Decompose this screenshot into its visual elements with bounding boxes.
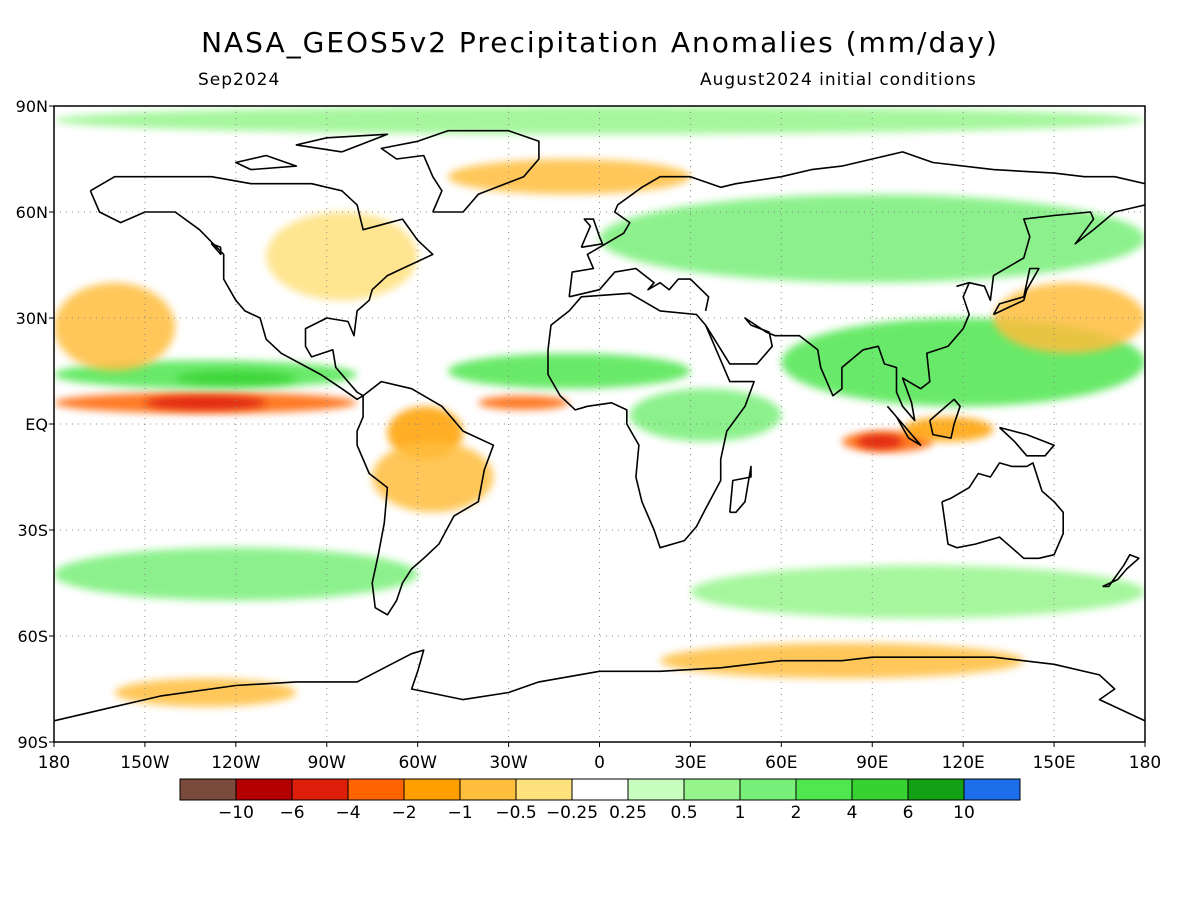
colorbar-swatch <box>571 778 629 801</box>
colorbar-label: −1 <box>447 803 472 823</box>
colorbar-label: 0.5 <box>670 803 697 823</box>
colorbar-label: −6 <box>279 803 304 823</box>
anomaly-region-1 <box>144 395 267 410</box>
anomaly-region-12 <box>993 282 1145 354</box>
anomaly-region-15 <box>902 416 994 442</box>
coastline-13 <box>998 426 1055 457</box>
lon-label: 0 <box>594 753 605 773</box>
colorbar-swatch <box>515 778 573 801</box>
colorbar-swatch <box>739 778 797 801</box>
colorbar-label: 4 <box>847 803 858 823</box>
anomaly-region-10 <box>629 388 782 442</box>
anomaly-region-18 <box>447 159 691 195</box>
latitude-labels: 90N 60N 30N EQ 30S 60S 90S <box>16 97 54 752</box>
lon-label: 120E <box>942 753 985 773</box>
colorbar-label: 1 <box>735 803 746 823</box>
anomaly-region-17 <box>690 565 1145 619</box>
coastline-7 <box>380 129 540 213</box>
graticule <box>54 106 1145 742</box>
lon-label: 60W <box>398 753 437 773</box>
anomaly-region-3 <box>175 371 297 386</box>
lat-label: 30S <box>17 521 48 540</box>
lon-label: 150W <box>120 753 169 773</box>
colorbar-label: −0.5 <box>495 803 536 823</box>
colorbar-swatch <box>459 778 517 801</box>
coastline-9 <box>580 218 604 249</box>
anomaly-region-6 <box>372 441 494 513</box>
anomaly-region-22 <box>114 678 297 707</box>
colorbar-swatch <box>179 778 237 801</box>
coastline-5 <box>704 204 1145 422</box>
coastline-1 <box>356 380 495 616</box>
colorbar-label: −4 <box>335 803 360 823</box>
lon-label: 90W <box>308 753 347 773</box>
colorbar-label: −2 <box>391 803 416 823</box>
coastline-0 <box>89 175 434 401</box>
lat-label: 60N <box>16 203 48 222</box>
colorbar-label: −0.25 <box>546 803 598 823</box>
colorbar-swatch <box>851 778 909 801</box>
coastline-14 <box>729 465 752 514</box>
coastline-3 <box>568 151 1145 297</box>
coastline-16 <box>210 243 222 256</box>
init-conditions-label: August2024 initial conditions <box>700 70 977 90</box>
colorbar-label: 0.25 <box>609 803 647 823</box>
anomaly-region-20 <box>54 106 1145 135</box>
lon-label: 90E <box>856 753 888 773</box>
colorbar-labels: −10 −6 −4 −2 −1 −0.5 −0.25 0.25 0.5 1 2 4 6 10 <box>218 803 975 823</box>
lat-label: 90N <box>16 97 48 116</box>
lon-label: 30E <box>674 753 706 773</box>
colorbar-swatch <box>907 778 965 801</box>
colorbar-label: 6 <box>903 803 914 823</box>
coastline-8 <box>54 649 1145 722</box>
colorbar-swatch <box>627 778 685 801</box>
coastline-4 <box>569 267 710 312</box>
valid-month-label: Sep2024 <box>198 70 281 90</box>
lat-label: 90S <box>17 733 48 752</box>
colorbar-label: −10 <box>218 803 254 823</box>
anomaly-region-14 <box>857 434 903 449</box>
lon-label: 150E <box>1032 753 1075 773</box>
coastline-11 <box>886 405 922 446</box>
anomaly-region-4 <box>478 395 570 410</box>
colorbar <box>179 778 1021 801</box>
lat-label: EQ <box>25 415 48 434</box>
lon-label: 180 <box>1129 753 1161 773</box>
colorbar-swatch <box>347 778 405 801</box>
anomaly-region-7 <box>54 282 176 372</box>
coastline-12 <box>929 398 961 439</box>
coastline-10 <box>992 267 1040 316</box>
colorbar-swatch <box>403 778 461 801</box>
coastline-18 <box>235 154 298 171</box>
coastline-6 <box>941 462 1064 560</box>
colorbar-swatch <box>683 778 741 801</box>
coastline-2 <box>547 292 755 549</box>
coastline-15 <box>1102 553 1140 588</box>
colorbar-label: 2 <box>791 803 802 823</box>
colorbar-swatch <box>963 778 1021 801</box>
colorbar-swatch <box>291 778 349 801</box>
lat-label: 60S <box>17 627 48 646</box>
anomaly-region-9 <box>447 353 691 389</box>
coastline-17 <box>295 133 389 153</box>
coastlines <box>54 129 1145 722</box>
lon-label: 180 <box>38 753 70 773</box>
anomaly-region-8 <box>266 211 418 301</box>
longitude-labels: 180 150W 120W 90W 60W 30W 0 30E 60E 90E 120E 150E 18… <box>38 742 1161 773</box>
colorbar-label: 10 <box>953 803 975 823</box>
lon-label: 60E <box>765 753 797 773</box>
colorbar-swatch <box>795 778 853 801</box>
lon-label: 120W <box>211 753 260 773</box>
lat-label: 30N <box>16 309 48 328</box>
colorbar-swatch <box>235 778 293 801</box>
lon-label: 30W <box>489 753 528 773</box>
map-title: NASA_GEOS5v2 Precipitation Anomalies (mm… <box>201 26 999 59</box>
